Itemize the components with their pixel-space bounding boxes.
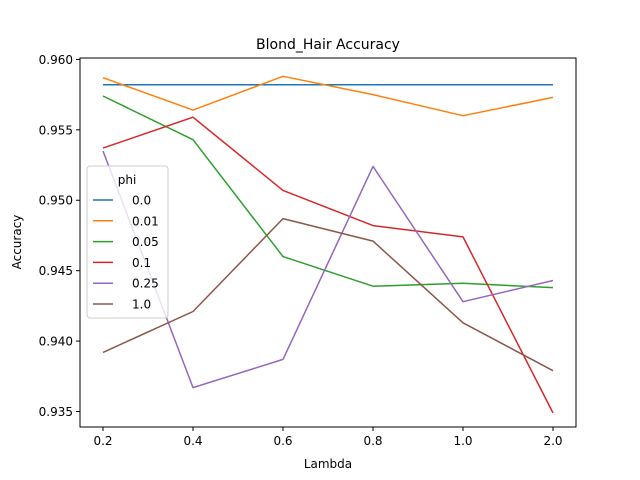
- plot-frame: [79, 57, 577, 428]
- x-tick-label: 0.8: [363, 434, 382, 448]
- x-tick-label: 2.0: [543, 434, 562, 448]
- x-tick-label: 1.0: [453, 434, 472, 448]
- legend-title: phi: [118, 173, 137, 187]
- axes: 0.2 0.4 0.6 0.8 1.0 2.0 0.935 0.940 0.945 0.950 0.…: [39, 53, 577, 448]
- x-tick-label: 0.2: [93, 434, 112, 448]
- x-axis-label: Lambda: [304, 457, 352, 471]
- legend-entry-label: 0.25: [132, 277, 159, 291]
- y-tick-label: 0.940: [39, 335, 73, 349]
- plot-area: [102, 75, 554, 414]
- series-line-1-0: [102, 217, 554, 372]
- y-axis-label: Accuracy: [10, 215, 24, 270]
- series-line-0-25: [102, 150, 554, 389]
- y-tick-label: 0.935: [39, 405, 73, 419]
- y-tick-label: 0.955: [39, 123, 73, 137]
- chart-title: Blond_Hair Accuracy: [256, 37, 400, 53]
- legend-entry-label: 0.0: [132, 194, 151, 208]
- y-tick-label: 0.950: [39, 194, 73, 208]
- legend-entry-label: 0.05: [132, 235, 159, 249]
- y-tick-label: 0.960: [39, 53, 73, 67]
- legend-entry-label: 0.01: [132, 214, 159, 228]
- y-tick-label: 0.945: [39, 264, 73, 278]
- x-tick-label: 0.6: [273, 434, 292, 448]
- x-tick-label: 0.4: [183, 434, 202, 448]
- series-line-0-01: [102, 75, 554, 117]
- series-line-0-1: [102, 116, 554, 414]
- legend: phi 0.0 0.01 0.05 0.1 0.25 1.0: [86, 165, 169, 319]
- legend-entry-label: 0.1: [132, 256, 151, 270]
- series-line-0-05: [102, 95, 554, 289]
- legend-box: [86, 165, 169, 319]
- legend-entry-label: 1.0: [132, 298, 151, 312]
